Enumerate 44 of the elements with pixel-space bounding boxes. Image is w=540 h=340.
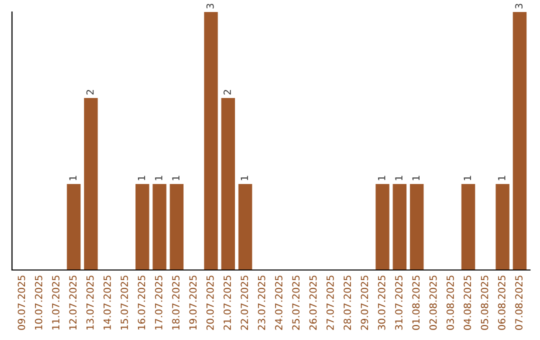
x-tick-label: 27.07.2025 [326,276,334,330]
x-tick-label: 22.07.2025 [240,276,248,330]
data-label: 2 [224,90,231,95]
x-tick-label: 10.07.2025 [34,276,42,330]
x-tick-label: 13.07.2025 [86,276,94,330]
x-tick-label: 20.07.2025 [206,276,214,330]
x-tick-label: 30.07.2025 [378,276,386,330]
x-tick-label: 31.07.2025 [395,276,402,330]
x-tick-label: 24.07.2025 [275,276,282,330]
x-tick-label: 11.07.2025 [52,276,60,330]
data-label: 1 [378,176,386,180]
x-tick-label: 15.07.2025 [120,276,128,330]
x-tick-label: 06.08.2025 [498,276,506,330]
x-tick-label: 05.08.2025 [480,276,488,330]
x-tick-label: 04.08.2025 [464,276,472,330]
x-tick-label: 07.08.2025 [515,276,523,330]
data-label: 2 [86,90,94,95]
x-tick-label: 12.07.2025 [69,276,77,330]
data-label: 1 [69,176,76,180]
data-label: 1 [138,176,146,180]
data-label: 3 [206,4,214,8]
x-tick-label: 16.07.2025 [138,276,146,330]
x-tick-label: 28.07.2025 [344,276,352,330]
data-label: 1 [172,176,180,180]
x-tick-label: 03.08.2025 [446,276,454,330]
data-label: 1 [412,176,420,180]
data-label: 1 [395,176,402,180]
x-tick-label: 29.07.2025 [360,276,368,330]
x-tick-label: 25.07.2025 [292,276,300,330]
x-tick-label: 01.08.2025 [412,276,420,330]
data-label: 1 [240,176,248,180]
x-tick-label: 19.07.2025 [189,276,197,330]
x-tick-label: 17.07.2025 [154,276,162,330]
data-label: 1 [464,176,471,180]
x-tick-label: 14.07.2025 [104,276,111,330]
x-tick-label: 18.07.2025 [172,276,180,330]
data-label: 1 [498,176,506,180]
data-label: 3 [515,4,523,8]
x-tick-label: 26.07.2025 [309,276,317,330]
x-tick-label: 02.08.2025 [429,276,437,330]
x-tick-label: 09.07.2025 [18,276,26,330]
x-tick-label: 23.07.2025 [258,276,266,330]
data-label: 1 [155,176,162,180]
x-tick-label: 21.07.2025 [224,276,231,330]
